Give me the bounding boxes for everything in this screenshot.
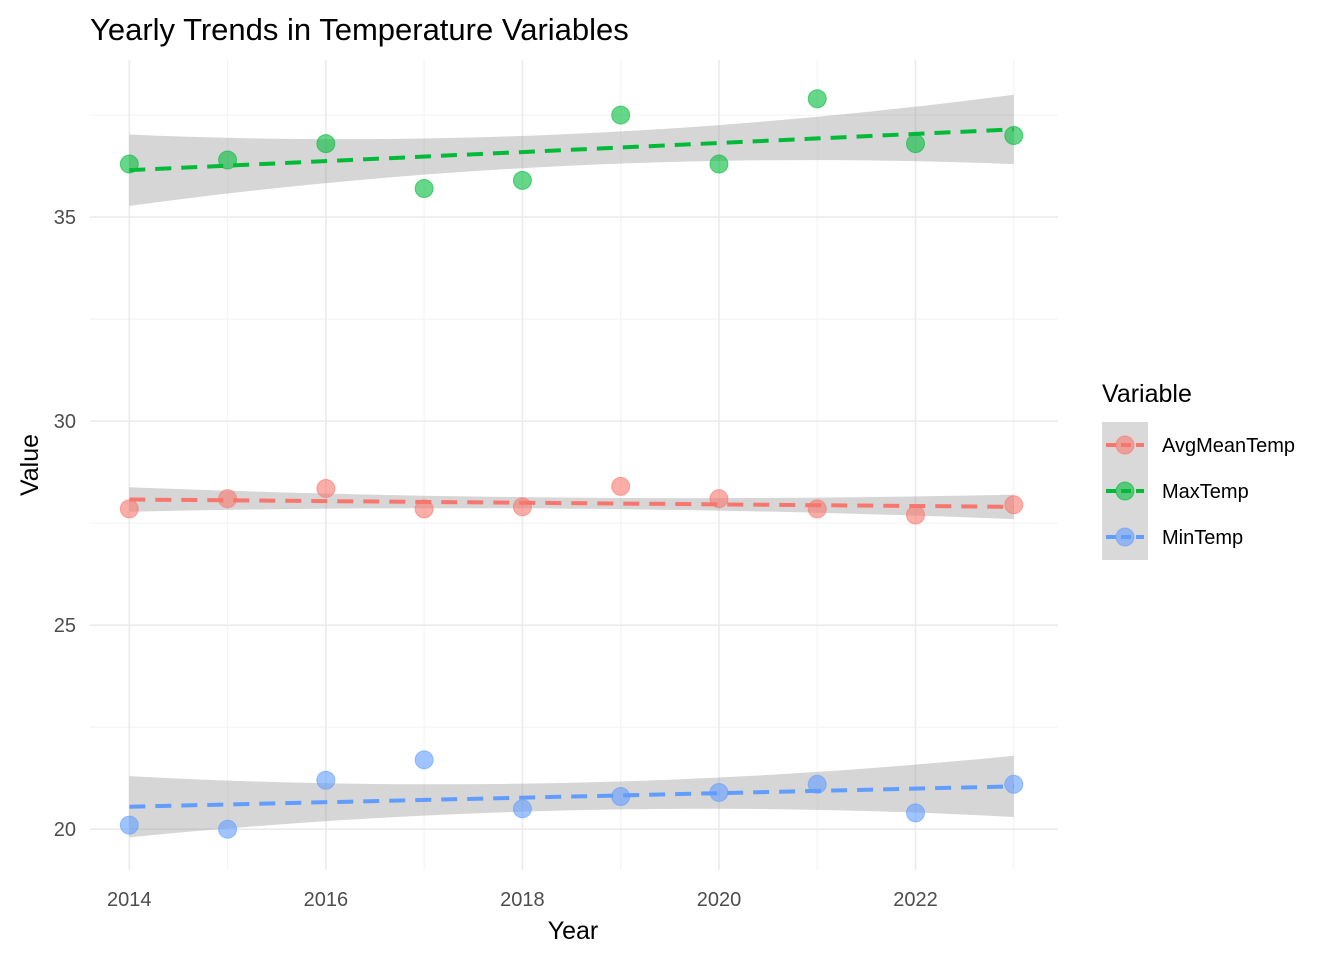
y-tick-label: 25 bbox=[54, 615, 76, 637]
data-point-MinTemp bbox=[414, 750, 434, 770]
legend-label: AvgMeanTemp bbox=[1162, 435, 1295, 457]
legend-label: MaxTemp bbox=[1162, 481, 1249, 503]
legend-label: MinTemp bbox=[1162, 527, 1243, 549]
data-point-MaxTemp bbox=[807, 89, 827, 109]
y-tick-label: 35 bbox=[54, 207, 76, 229]
y-axis-ticks: 20 25 30 35 bbox=[54, 207, 76, 841]
data-point-MaxTemp bbox=[414, 179, 434, 199]
data-point-MaxTemp bbox=[119, 154, 139, 174]
data-point-AvgMeanTemp bbox=[414, 499, 434, 519]
legend-title: Variable bbox=[1102, 380, 1192, 408]
data-point-MinTemp bbox=[906, 803, 926, 823]
x-tick-label: 2022 bbox=[893, 889, 938, 911]
x-tick-label: 2014 bbox=[107, 889, 152, 911]
x-axis-ticks: 2014 2016 2018 2020 2022 bbox=[107, 889, 938, 911]
legend: Variable AvgMeanTemp MaxTemp MinTemp bbox=[1102, 380, 1295, 560]
x-axis-label: Year bbox=[548, 917, 599, 945]
data-point-AvgMeanTemp bbox=[218, 489, 238, 509]
data-point-MaxTemp bbox=[906, 134, 926, 154]
data-point-MinTemp bbox=[807, 774, 827, 794]
data-point-AvgMeanTemp bbox=[316, 478, 336, 498]
x-tick-label: 2020 bbox=[697, 889, 742, 911]
data-points bbox=[119, 89, 1024, 839]
data-point-MaxTemp bbox=[611, 105, 631, 125]
grid-lines bbox=[90, 60, 1058, 870]
x-tick-label: 2018 bbox=[500, 889, 545, 911]
data-point-AvgMeanTemp bbox=[906, 505, 926, 525]
data-point-MinTemp bbox=[709, 782, 729, 802]
data-point-MinTemp bbox=[119, 815, 139, 835]
legend-key-point bbox=[1115, 435, 1135, 455]
x-tick-label: 2016 bbox=[304, 889, 349, 911]
trend-line-MinTemp bbox=[129, 784, 1014, 809]
data-point-AvgMeanTemp bbox=[1004, 495, 1024, 515]
chart-title: Yearly Trends in Temperature Variables bbox=[90, 12, 629, 47]
data-point-MinTemp bbox=[316, 770, 336, 790]
data-point-MinTemp bbox=[611, 787, 631, 807]
trend-lines bbox=[129, 127, 1014, 809]
y-axis-label: Value bbox=[16, 434, 44, 496]
y-tick-label: 30 bbox=[54, 411, 76, 433]
data-point-MinTemp bbox=[512, 799, 532, 819]
data-point-AvgMeanTemp bbox=[119, 499, 139, 519]
data-point-AvgMeanTemp bbox=[709, 489, 729, 509]
data-point-MinTemp bbox=[1004, 774, 1024, 794]
trend-line-AvgMeanTemp bbox=[129, 497, 1014, 509]
data-point-AvgMeanTemp bbox=[611, 476, 631, 496]
y-tick-label: 20 bbox=[54, 819, 76, 841]
data-point-AvgMeanTemp bbox=[807, 499, 827, 519]
data-point-MaxTemp bbox=[218, 150, 238, 170]
data-point-MaxTemp bbox=[316, 134, 336, 154]
legend-key-point bbox=[1115, 481, 1135, 501]
confidence-bands bbox=[129, 94, 1014, 838]
trend-line-MaxTemp bbox=[129, 127, 1014, 173]
data-point-MaxTemp bbox=[1004, 125, 1024, 145]
data-point-MaxTemp bbox=[512, 170, 532, 190]
data-point-MaxTemp bbox=[709, 154, 729, 174]
legend-key-point bbox=[1115, 527, 1135, 547]
data-point-MinTemp bbox=[218, 819, 238, 839]
data-point-AvgMeanTemp bbox=[512, 497, 532, 517]
